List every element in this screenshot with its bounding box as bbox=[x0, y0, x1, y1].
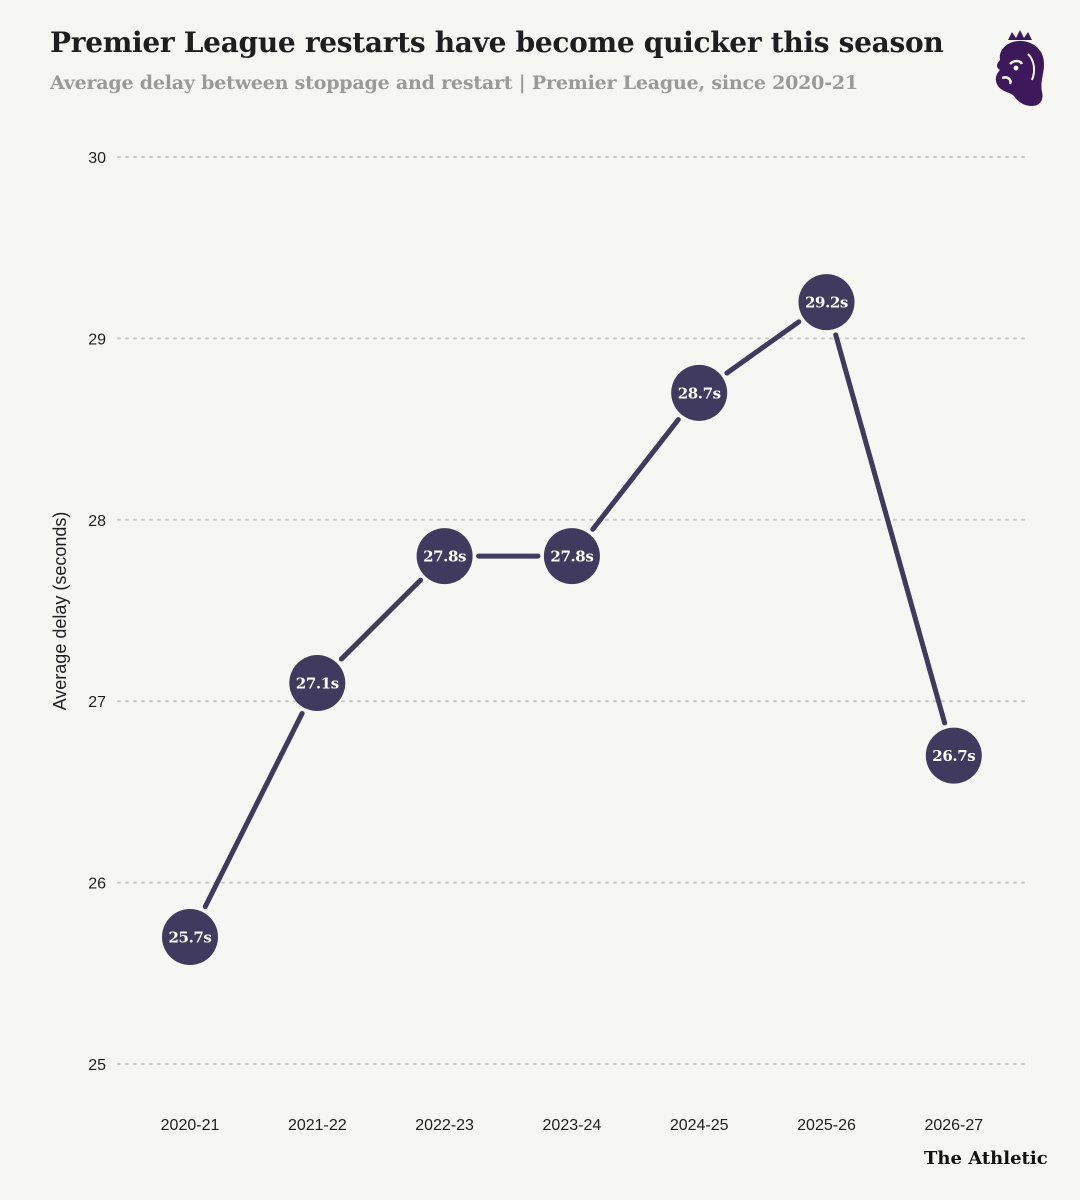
data-point: 27.8s bbox=[543, 528, 600, 585]
x-tick-label: 2021-22 bbox=[288, 1117, 347, 1134]
series-line-segment bbox=[338, 577, 424, 662]
y-tick-label: 26 bbox=[88, 876, 106, 893]
data-point-label: 25.7s bbox=[169, 929, 212, 947]
data-point-marker bbox=[416, 528, 473, 585]
data-point-marker bbox=[671, 364, 728, 421]
data-point-label: 28.7s bbox=[678, 384, 721, 402]
data-point-marker bbox=[925, 727, 982, 784]
data-point-label: 27.8s bbox=[550, 548, 593, 566]
y-tick-label: 25 bbox=[88, 1057, 106, 1074]
data-point-marker bbox=[289, 655, 346, 712]
y-tick-label: 28 bbox=[88, 513, 106, 530]
y-axis-ticks: 25 26 27 28 29 30 bbox=[88, 150, 106, 1074]
series-line bbox=[202, 319, 948, 910]
series-line-segment bbox=[724, 319, 802, 376]
chart-subtitle: Average delay between stoppage and resta… bbox=[50, 72, 858, 94]
data-point-label: 29.2s bbox=[805, 294, 848, 312]
chart-title: Premier League restarts have become quic… bbox=[50, 26, 944, 59]
source-logo-text: The Athletic bbox=[924, 1148, 1048, 1164]
x-tick-label: 2024-25 bbox=[670, 1117, 729, 1134]
y-tick-label: 30 bbox=[88, 150, 106, 167]
data-point: 28.7s bbox=[671, 364, 728, 421]
series-line-segment bbox=[590, 417, 681, 532]
data-point: 29.2s bbox=[798, 274, 855, 331]
grid-lines bbox=[117, 156, 1029, 1065]
x-tick-label: 2023-24 bbox=[543, 1117, 602, 1134]
data-point: 27.1s bbox=[289, 655, 346, 712]
x-tick-label: 2020-21 bbox=[161, 1117, 220, 1134]
x-tick-label: 2026-27 bbox=[924, 1117, 983, 1134]
x-axis-ticks: 2020-21 2021-22 2022-23 2023-24 2024-25 2025-… bbox=[161, 1117, 984, 1134]
data-points: 25.7s 27.1s 27.8s 27.8s 28.7s 29.2s 26.7s bbox=[162, 274, 982, 966]
series-line-segment bbox=[833, 332, 948, 726]
series-line-segment bbox=[202, 710, 305, 910]
data-point: 26.7s bbox=[925, 727, 982, 784]
data-point-marker bbox=[798, 274, 855, 331]
y-tick-label: 29 bbox=[88, 331, 106, 348]
data-point-label: 27.1s bbox=[296, 675, 339, 693]
data-point-label: 26.7s bbox=[932, 747, 975, 765]
data-point-marker bbox=[162, 909, 218, 966]
data-point-marker bbox=[543, 528, 600, 585]
y-axis-title: Average delay (seconds) bbox=[50, 512, 70, 711]
x-tick-label: 2022-23 bbox=[415, 1117, 474, 1134]
premier-league-lion-icon bbox=[995, 30, 1044, 107]
data-point: 25.7s bbox=[162, 909, 218, 966]
y-tick-label: 27 bbox=[88, 694, 106, 711]
data-point: 27.8s bbox=[416, 528, 473, 585]
data-point-label: 27.8s bbox=[423, 548, 466, 566]
x-tick-label: 2025-26 bbox=[797, 1117, 856, 1134]
